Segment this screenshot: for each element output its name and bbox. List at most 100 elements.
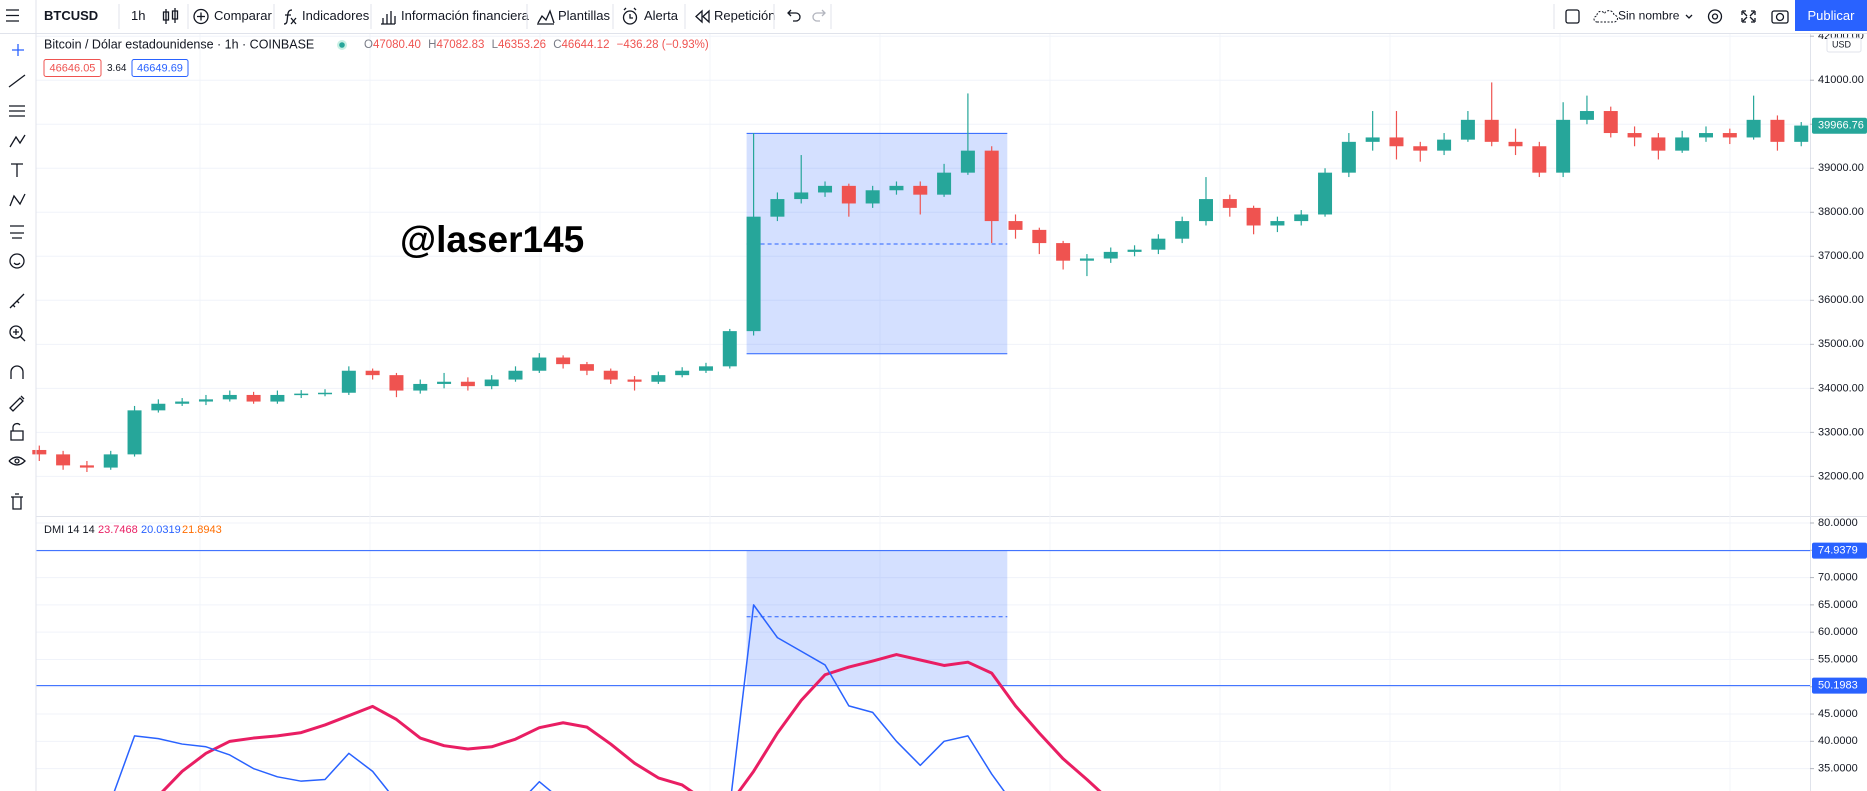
tool-button[interactable]	[9, 253, 25, 269]
candle-body	[1246, 207, 1261, 226]
layout-button[interactable]	[1565, 9, 1580, 24]
settings-button[interactable]	[1707, 9, 1723, 24]
currency-button[interactable]	[1826, 37, 1862, 53]
candle-body	[698, 366, 713, 371]
candle-body	[889, 185, 904, 191]
indicator-line	[113, 735, 390, 791]
last-price-label: 39966.76	[1818, 120, 1864, 132]
tool-icon	[10, 422, 24, 441]
layout-name[interactable]: Sin nombre	[1618, 9, 1680, 23]
toolbar-button[interactable]: Alerta	[644, 8, 679, 23]
tool-button[interactable]	[12, 44, 24, 56]
candle-body	[484, 379, 499, 387]
price-change: −436.28 (−0.93%)	[617, 39, 709, 51]
candle-body	[341, 370, 356, 393]
y-tick-label: 33000.00	[1818, 426, 1864, 438]
tool-button[interactable]	[9, 134, 26, 148]
toolbar-button[interactable]: Indicadores	[302, 8, 370, 23]
candle-body	[1508, 141, 1523, 147]
candle-body	[1175, 221, 1190, 239]
tool-icon	[9, 105, 25, 117]
candle-body	[1079, 258, 1094, 261]
tool-button[interactable]	[10, 422, 24, 441]
candle-body	[1103, 251, 1118, 259]
alert-icon	[622, 7, 638, 25]
currency-label: USD	[1832, 39, 1852, 49]
fullscreen-button[interactable]	[1741, 10, 1756, 23]
ohlc-key: L	[492, 39, 499, 51]
tool-button[interactable]	[10, 365, 24, 379]
bid-box[interactable]	[43, 59, 102, 77]
y-tick-label: 41000.00	[1818, 74, 1864, 86]
interval-button[interactable]: 1h	[131, 8, 145, 23]
toolbar-button[interactable]: Información financiera	[401, 8, 530, 23]
tool-icon	[8, 74, 26, 88]
tool-button[interactable]	[8, 456, 26, 466]
candle-body	[1413, 146, 1428, 151]
candle-body	[1794, 125, 1809, 142]
toolbar-button[interactable]: Comparar	[214, 8, 272, 23]
candle-body	[1437, 139, 1452, 151]
candle-body	[818, 185, 833, 193]
candle-body	[937, 172, 952, 195]
symbol-button[interactable]: BTCUSD	[44, 8, 98, 23]
publish-label: Publicar	[1808, 8, 1856, 23]
candle-body	[1460, 119, 1475, 140]
redo-button[interactable]	[812, 9, 826, 22]
candle-body	[318, 392, 333, 395]
tool-button[interactable]	[9, 105, 25, 117]
snapshot-button[interactable]	[1771, 10, 1789, 24]
level-label: 74.9379	[1818, 545, 1858, 557]
tool-icon	[11, 493, 23, 510]
tool-button[interactable]	[11, 163, 23, 177]
tool-icon	[9, 293, 25, 309]
tool-button[interactable]	[9, 293, 25, 309]
candle-body	[1008, 221, 1023, 230]
candle-body	[198, 399, 213, 402]
publish-button[interactable]	[1795, 0, 1867, 31]
menu-button[interactable]	[6, 9, 19, 22]
y-tick-label: 35.0000	[1818, 763, 1858, 775]
undo-button[interactable]	[787, 9, 801, 22]
ask-box[interactable]	[131, 59, 189, 77]
cloud-icon	[1593, 10, 1618, 23]
candle-body	[365, 370, 380, 376]
drawing-box[interactable]	[746, 550, 1008, 686]
tool-button[interactable]	[9, 193, 26, 207]
symbol-title: Bitcoin / Dólar estadounidense · 1h · CO…	[44, 37, 314, 51]
tool-button[interactable]	[10, 225, 24, 239]
y-tick-label: 37000.00	[1818, 250, 1864, 262]
toolbar-button[interactable]: Repetición	[714, 8, 775, 23]
indicator-line	[161, 653, 1102, 791]
tool-button[interactable]	[9, 395, 25, 412]
indicators-icon	[283, 9, 297, 25]
tool-icon	[11, 163, 23, 177]
candle-body	[675, 370, 690, 376]
candle-body	[222, 394, 237, 400]
candle-body	[1627, 133, 1642, 138]
tool-button[interactable]	[9, 325, 26, 342]
candle-icon	[162, 8, 179, 24]
candle-body	[770, 199, 785, 217]
candle-body	[1222, 199, 1237, 208]
ohlc-key: H	[428, 39, 436, 51]
toolbar-button[interactable]: Plantillas	[558, 8, 611, 23]
candle-body	[651, 375, 666, 382]
candle-body	[32, 449, 47, 455]
candle-body	[1651, 137, 1666, 151]
layout-chevron[interactable]	[1685, 14, 1693, 19]
tool-icon	[8, 456, 26, 466]
bid-price: 46646.05	[50, 62, 96, 74]
chart-type-button[interactable]	[162, 8, 179, 24]
indicator-title: DMI 14 14	[44, 524, 95, 536]
candle-body	[794, 192, 809, 200]
compare-icon	[193, 8, 209, 25]
candle-body	[722, 331, 737, 367]
indicator-line	[730, 604, 1005, 791]
top-toolbar	[0, 0, 1867, 33]
tool-button[interactable]	[11, 493, 23, 510]
ohlc-values: O47080.40 H47082.83 L46353.26 C46644.12 …	[364, 39, 709, 51]
tool-button[interactable]	[8, 74, 26, 88]
menu-icon	[6, 9, 19, 22]
